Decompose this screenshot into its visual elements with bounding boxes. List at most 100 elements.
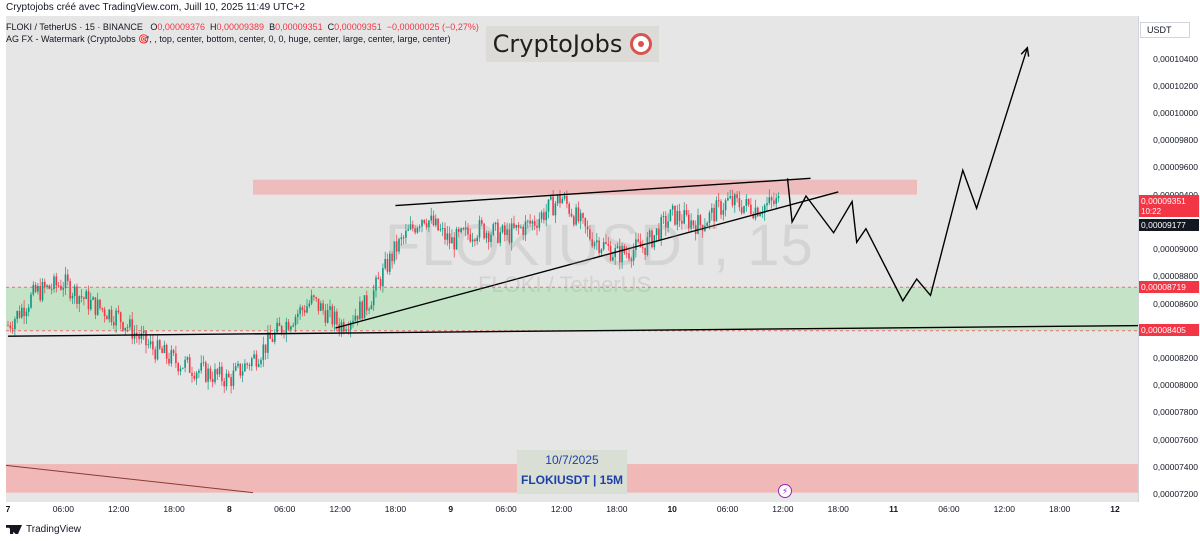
level-badge-3: 0,00008405 <box>1139 324 1199 337</box>
legend-symbol[interactable]: FLOKI / TetherUS · 15 · BINANCE <box>6 22 143 32</box>
candle-body <box>593 242 596 247</box>
time-label: 12:00 <box>993 504 1015 514</box>
legend-change: −0,00000025 (−0,27%) <box>386 22 479 32</box>
candle-body <box>363 295 366 319</box>
candle-body <box>106 316 108 320</box>
time-label: 11 <box>889 504 899 514</box>
date-annotation-symbol: FLOKIUSDT | 15M <box>520 473 624 487</box>
candle-body <box>694 225 697 234</box>
candle-body <box>625 253 628 254</box>
candle-body <box>255 354 258 367</box>
candle-body <box>697 215 699 234</box>
candle-body <box>407 229 409 231</box>
candle-body <box>214 369 216 383</box>
candle-body <box>234 366 237 371</box>
price-label: 0,00009000 <box>1153 244 1198 255</box>
candle-body <box>110 309 113 323</box>
candle-body <box>297 313 299 317</box>
candle-body <box>377 277 380 280</box>
candle-body <box>368 309 370 311</box>
candle-body <box>395 241 398 252</box>
candle-body <box>366 295 368 311</box>
candle-body <box>23 307 25 317</box>
candle-body <box>41 281 44 301</box>
candle-body <box>375 277 377 291</box>
candle-body <box>290 326 292 330</box>
candle-body <box>276 322 278 333</box>
candle-body <box>370 305 373 310</box>
candle-body <box>757 207 759 217</box>
candle-body <box>547 199 550 212</box>
candle-body <box>402 237 405 239</box>
candle-body <box>451 237 453 244</box>
candle-body <box>688 214 690 229</box>
candle-body <box>458 228 460 233</box>
candle-body <box>124 327 127 331</box>
indicator-legend[interactable]: AG FX - Watermark (CryptoJobs 🎯, , top, … <box>6 34 451 44</box>
level-badge-2-value: 0,00008719 <box>1141 282 1186 293</box>
candle-body <box>752 214 754 219</box>
candle-body <box>267 332 269 353</box>
legend-high-label: H <box>210 22 217 32</box>
candle-body <box>646 237 649 255</box>
candle-body <box>398 239 400 252</box>
candle-body <box>437 218 439 231</box>
candle-body <box>50 288 53 290</box>
level-badge-1: 0,00009177 <box>1139 219 1199 231</box>
cryptojobs-watermark: CryptoJobs <box>486 26 659 62</box>
candle-body <box>690 220 692 229</box>
time-label: 18:00 <box>827 504 849 514</box>
candle-body <box>156 340 159 360</box>
candle-body <box>471 239 474 242</box>
candle-body <box>501 225 504 233</box>
candle-body <box>99 299 101 309</box>
support-zone <box>6 287 1138 331</box>
tradingview-footer[interactable]: TradingView <box>6 524 81 535</box>
candle-countdown: 10:22 <box>1141 207 1162 217</box>
candle-body <box>552 196 554 216</box>
candle-body <box>494 222 497 225</box>
candle-body <box>533 221 536 226</box>
candle-body <box>345 329 347 332</box>
candle-body <box>478 220 481 238</box>
time-label: 06:00 <box>52 504 74 514</box>
candle-body <box>179 368 182 372</box>
time-axis[interactable]: 7 06:00 12:00 18:00 8 06:00 12:00 18:00 9 06:00 12… <box>6 502 1138 516</box>
candle-body <box>648 230 651 238</box>
time-label: 18:00 <box>384 504 407 514</box>
time-label: 18:00 <box>606 504 628 514</box>
candle-body <box>39 285 41 301</box>
lower-zone-diagonal <box>5 464 254 494</box>
candle-body <box>320 303 322 311</box>
candle-body <box>25 311 28 317</box>
currency-unit-button[interactable]: USDT <box>1140 22 1190 38</box>
candle-body <box>193 375 196 379</box>
symbol-watermark: FLOKIUSDT, 15 <box>385 213 814 278</box>
candle-body <box>768 197 771 204</box>
candle-body <box>198 370 200 373</box>
chart-area[interactable] <box>6 16 1138 502</box>
candle-body <box>159 340 161 349</box>
candle-body <box>621 245 623 263</box>
candle-body <box>522 226 524 235</box>
lightning-icon[interactable]: ⚡ <box>778 484 792 498</box>
candle-body <box>485 232 488 239</box>
candle-body <box>476 237 478 242</box>
candle-body <box>46 285 48 288</box>
time-label: 06:00 <box>938 504 960 514</box>
candle-body <box>642 247 644 249</box>
candle-body <box>441 228 444 230</box>
price-scale[interactable]: 0,00010400 0,00010200 0,00010000 0,00009800… <box>1138 16 1200 502</box>
candle-body <box>715 200 718 222</box>
candle-body <box>775 198 777 204</box>
candle-body <box>244 363 246 372</box>
candle-body <box>18 311 21 318</box>
candle-body <box>352 320 354 323</box>
candle-body <box>149 341 152 345</box>
trendline <box>395 177 811 207</box>
candle-body <box>566 195 568 204</box>
candle-body <box>195 372 198 379</box>
candle-body <box>230 377 232 387</box>
candle-body <box>186 357 189 360</box>
candle-body <box>343 322 345 332</box>
